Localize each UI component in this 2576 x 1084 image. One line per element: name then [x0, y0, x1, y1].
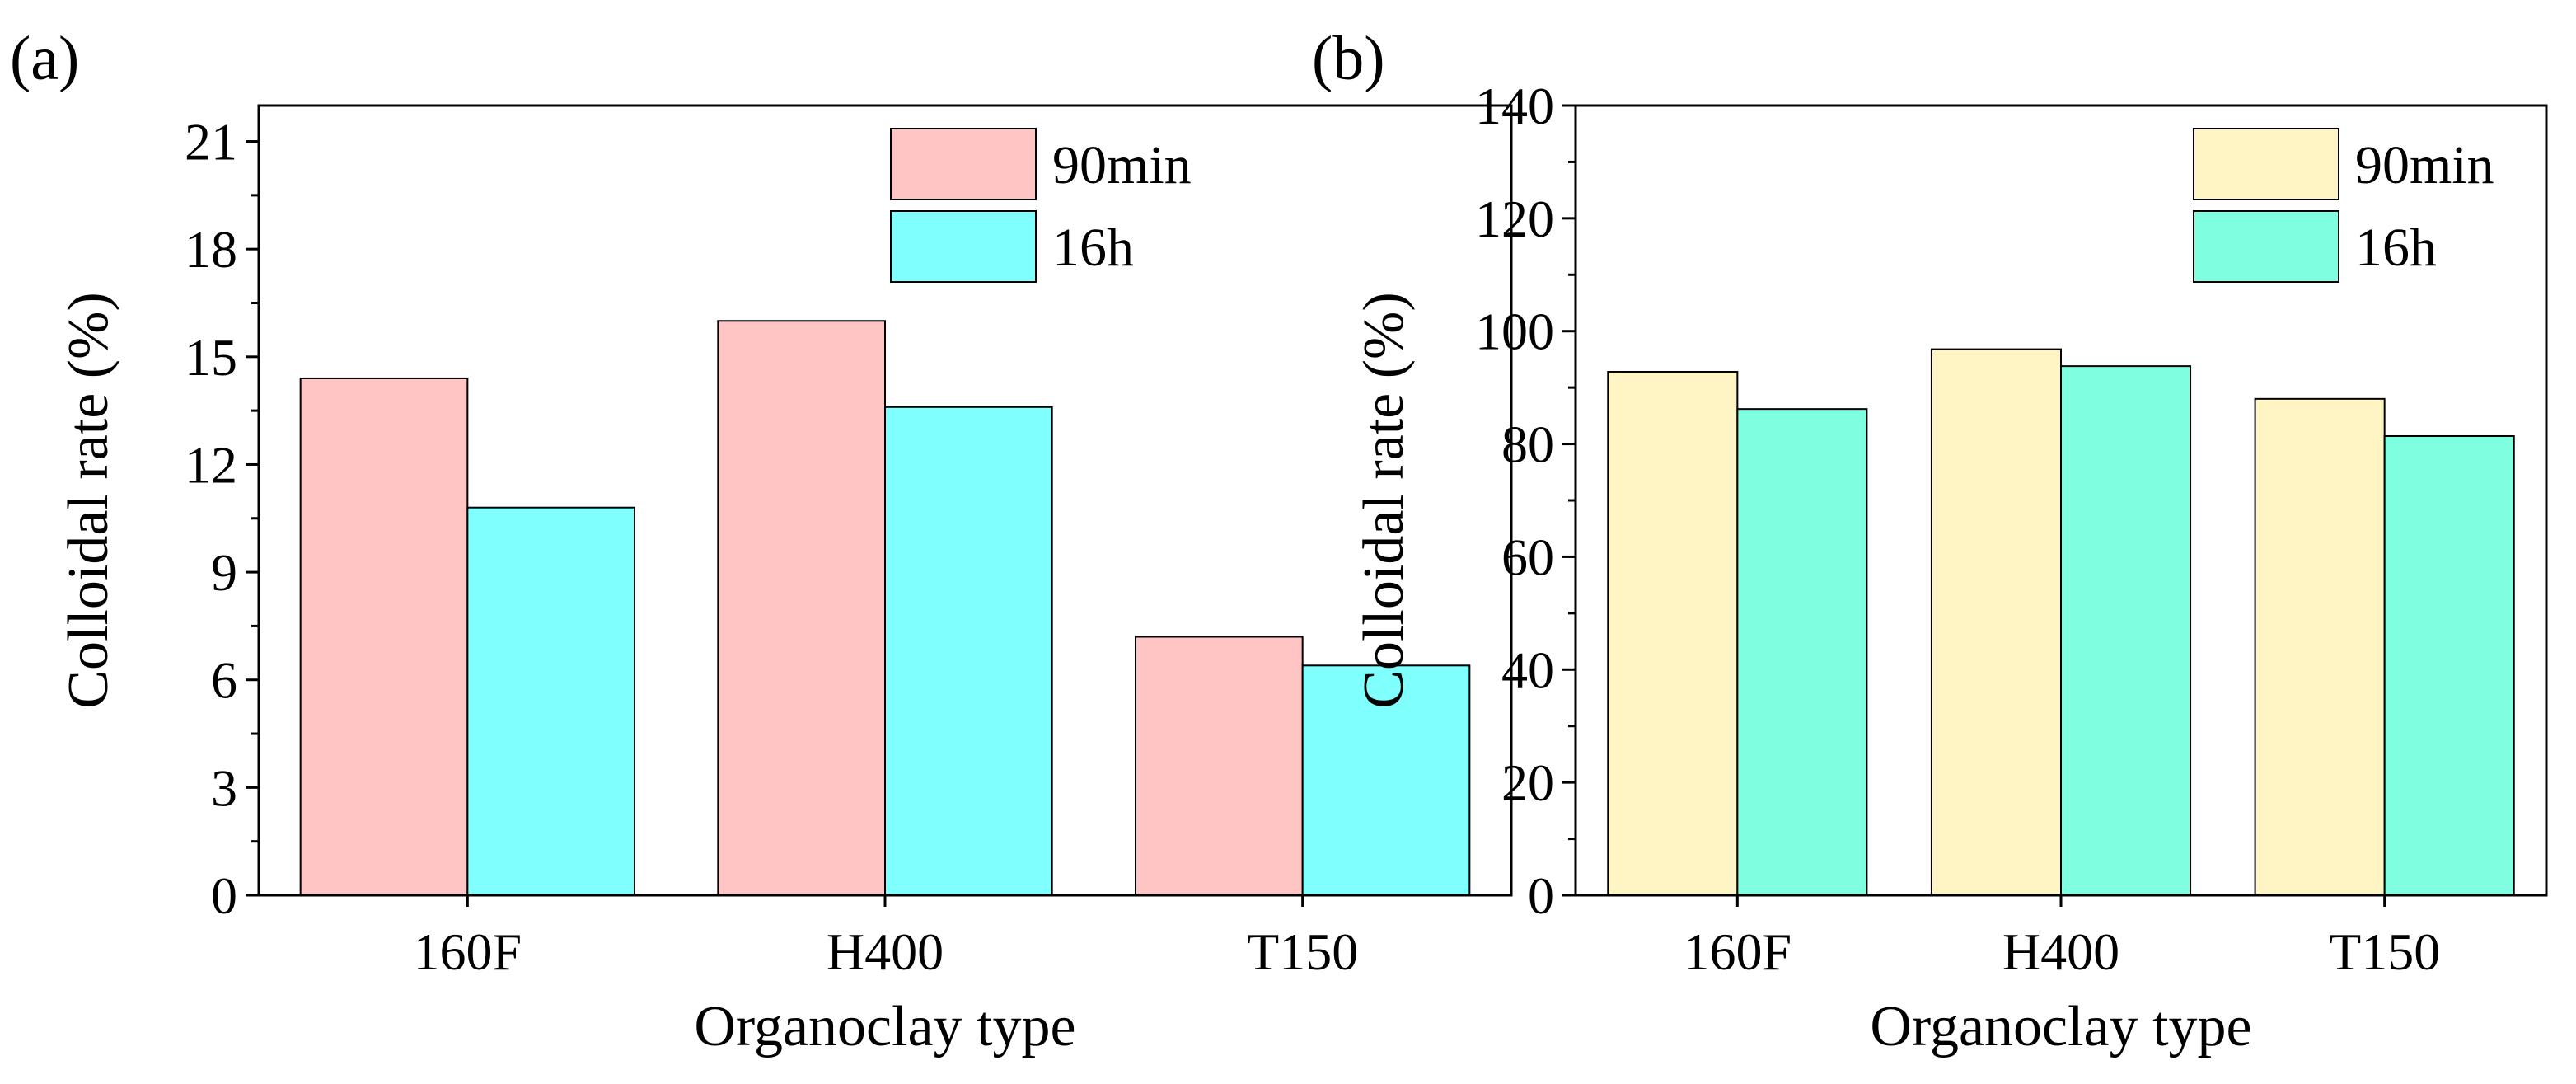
- bar-90min-H400: [1930, 348, 2063, 896]
- y-tick-label: 100: [1475, 303, 1554, 361]
- chart-panel-b: (b) 160F H400 T150 0 20 40 60 80 100 120 140 Organoc…: [1312, 24, 2548, 1058]
- y-tick-label: 6: [211, 651, 237, 710]
- bar-16h-160F: [1736, 408, 1868, 897]
- panel-label: (a): [10, 24, 79, 93]
- bar-16h-H400: [884, 406, 1053, 897]
- legend-label: 16h: [2355, 218, 2437, 278]
- y-tick-label: 120: [1475, 190, 1554, 248]
- y-tick-label: 0: [211, 866, 237, 925]
- legend-swatch-16h: [2193, 210, 2339, 283]
- bar-16h-160F: [466, 506, 635, 897]
- bar-16h-H400: [2060, 365, 2192, 896]
- y-tick-label: 80: [1501, 415, 1554, 474]
- y-tick-label: 15: [185, 328, 237, 387]
- x-axis-title: Organoclay type: [1870, 995, 2251, 1058]
- y-tick-label: 3: [211, 758, 237, 817]
- legend-label: 90min: [1052, 135, 1192, 195]
- y-tick-label: 140: [1475, 77, 1554, 135]
- legend-swatch-90min: [2193, 128, 2339, 200]
- plot-frame: [257, 104, 1513, 897]
- y-tick-label: 12: [185, 435, 237, 494]
- panel-label: (b): [1312, 24, 1385, 93]
- x-tick-label: 160F: [1684, 922, 1792, 981]
- y-tick-label: 18: [185, 220, 237, 279]
- legend: 90min 16h: [890, 128, 1192, 283]
- y-tick-label: 21: [185, 113, 237, 171]
- legend-swatch-90min: [890, 128, 1037, 200]
- bar-16h-T150: [2383, 434, 2515, 896]
- x-tick-label: 160F: [414, 922, 522, 981]
- bar-16h-T150: [1301, 664, 1471, 896]
- y-axis-title: Colloidal rate (%): [1352, 292, 1416, 708]
- x-tick-label: H400: [2002, 922, 2119, 981]
- y-tick-label: 60: [1501, 528, 1554, 586]
- x-tick-label: H400: [827, 922, 944, 981]
- y-tick-label: 9: [211, 543, 237, 602]
- x-tick-label: T150: [1247, 922, 1358, 981]
- y-tick-label: 20: [1501, 753, 1554, 812]
- legend: 90min 16h: [2193, 128, 2494, 283]
- y-tick-label: 40: [1501, 641, 1554, 699]
- x-axis-title: Organoclay type: [694, 995, 1075, 1058]
- bar-90min-T150: [1135, 636, 1304, 896]
- y-axis-title: Colloidal rate (%): [57, 292, 120, 708]
- x-tick-label: T150: [2329, 922, 2440, 981]
- bar-90min-H400: [717, 320, 886, 897]
- legend-swatch-16h: [890, 210, 1037, 283]
- chart-panel-a: (a) 160F H400 T150 0 3 6 9 12 15 18 21 Organoclay ty…: [10, 24, 1513, 1058]
- bar-90min-160F: [1607, 370, 1739, 896]
- bar-90min-T150: [2254, 397, 2386, 897]
- bar-90min-160F: [299, 377, 469, 897]
- y-tick-label: 0: [1528, 866, 1554, 925]
- legend-label: 16h: [1052, 218, 1134, 278]
- legend-label: 90min: [2355, 135, 2494, 195]
